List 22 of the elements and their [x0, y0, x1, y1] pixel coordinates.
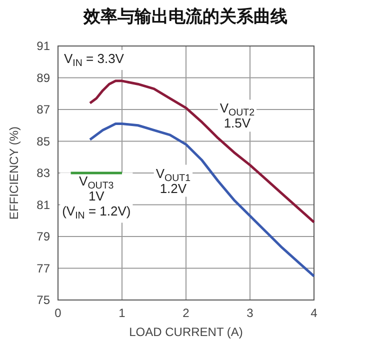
- y-axis-title: EFFICIENCY (%): [7, 126, 21, 220]
- y-tick-label: 91: [36, 39, 50, 53]
- y-tick-label: 81: [36, 198, 50, 212]
- series-label: V$_{OUT3}$ 1V (V$_{IN}$ = 1.2V): [62, 174, 131, 222]
- y-tick-label: 83: [36, 166, 50, 180]
- series-label: V$_{OUT1}$ 1.2V: [156, 166, 191, 196]
- x-tick-label: 2: [182, 306, 190, 320]
- y-tick-label: 77: [36, 261, 50, 276]
- x-tick-label: 1: [118, 306, 126, 320]
- x-tick-label: 4: [310, 306, 318, 320]
- annotation: V$_{IN}$ = 3.3V: [64, 51, 124, 69]
- y-tick-label: 85: [36, 134, 50, 148]
- x-axis-title: LOAD CURRENT (A): [129, 325, 243, 339]
- y-tick-label: 75: [36, 293, 50, 307]
- y-tick-label: 79: [36, 230, 50, 244]
- y-tick-label: 89: [36, 70, 50, 85]
- x-tick-label: 0: [54, 306, 62, 320]
- line-series: [88, 80, 316, 224]
- chart-title: 效率与输出电流的关系曲线: [82, 7, 288, 26]
- series-label: V$_{OUT2}$ 1.5V: [220, 100, 255, 131]
- y-tick-label: 87: [36, 102, 50, 116]
- x-tick-label: 3: [246, 306, 254, 320]
